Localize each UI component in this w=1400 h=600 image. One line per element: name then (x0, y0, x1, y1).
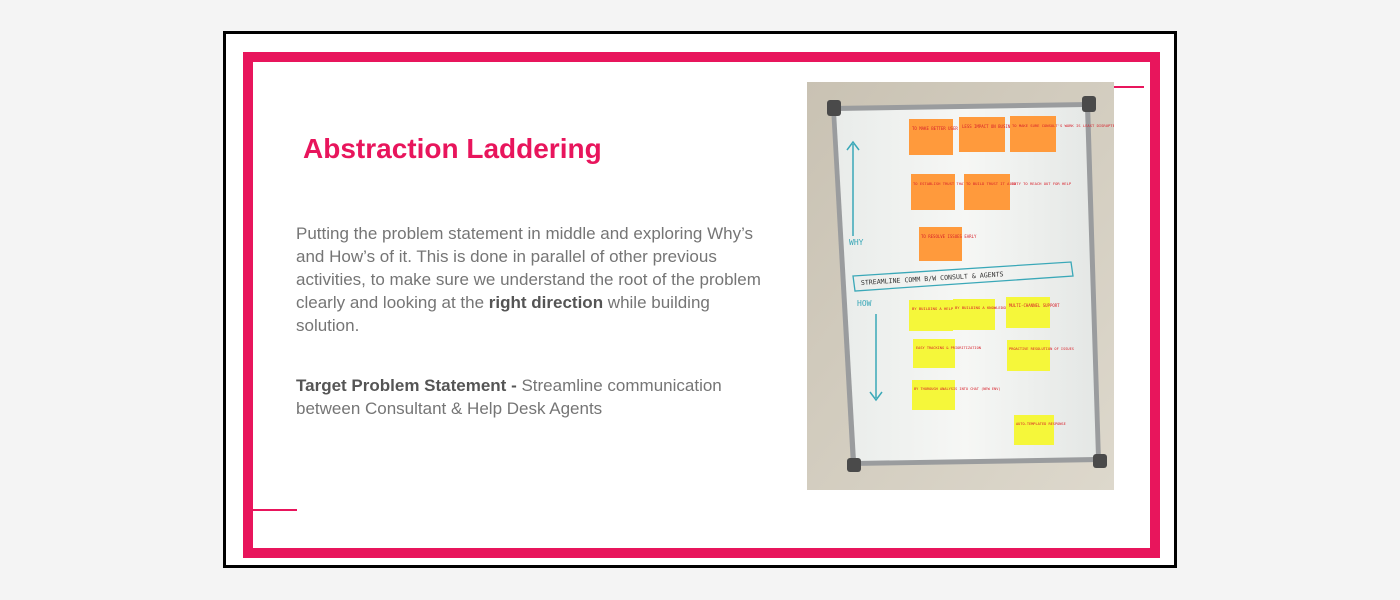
how-note-text: BY BUILDING A KNOWLEDGE BASE (955, 305, 1020, 310)
how-note (913, 339, 955, 368)
slide-description: Putting the problem statement in middle … (296, 222, 766, 337)
why-note (911, 174, 955, 210)
corner-cap (1093, 454, 1107, 468)
how-note (1006, 297, 1050, 328)
how-label: HOW (857, 299, 872, 308)
why-note (964, 174, 1010, 210)
how-note-text: AUTO-TEMPLATED RESPONSE (1016, 422, 1066, 426)
whiteboard-photo: WHY HOW STREAMLINE COMM B/W CONSULT & AG… (807, 82, 1114, 490)
corner-cap (1082, 96, 1096, 112)
how-note (953, 299, 995, 330)
how-note-text: EASY TRACKING & PRIORITIZATION (916, 346, 981, 350)
why-note-text: TO RESOLVE ISSUES EARLY (921, 234, 977, 239)
target-statement: Streamline communication between Consult… (296, 376, 722, 418)
why-note-text: TO BUILD TRUST IT A DUTY TO REACH OUT FO… (966, 181, 1072, 186)
why-label: WHY (849, 238, 864, 247)
target-problem-statement: Target Problem Statement - Streamline co… (296, 374, 766, 420)
center-box (852, 261, 1074, 292)
how-note (1007, 340, 1050, 371)
how-note-text: MULTI-CHANNEL SUPPORT (1009, 303, 1060, 308)
how-note (1014, 415, 1054, 445)
corner-cap (827, 100, 841, 116)
why-note-text: TO MAKE BETTER USER EXP (912, 126, 968, 131)
how-notes: BY BUILDING A HELP CONS (CHANNEL) BY BUI… (909, 297, 1074, 445)
why-note-text: TO MAKE SURE CONSULT'S WORK IS LEAST DIS… (1012, 123, 1114, 128)
how-note-text: BY THOROUGH ANALYSIS INTO CHAT (NEW ENV) (914, 387, 1001, 391)
why-note-text: LESS IMPACT ON BUSINESS (962, 124, 1018, 129)
how-note (909, 300, 953, 331)
why-arrow-icon (846, 140, 860, 236)
how-note-text: PROACTIVE RESOLUTION OF ISSUES (1009, 347, 1074, 351)
why-note (919, 227, 962, 261)
description-emphasis: right direction (488, 293, 604, 312)
description-text-end: while building solution. (296, 293, 710, 335)
accent-line-bottom-left (253, 509, 297, 511)
how-arrow-icon (869, 314, 883, 402)
how-note-text: BY BUILDING A HELP CONS (CHANNEL) (912, 306, 987, 311)
why-note (909, 119, 953, 155)
why-note (1010, 116, 1056, 152)
accent-line-top-right (1112, 86, 1144, 88)
how-note (912, 380, 955, 410)
why-note (959, 117, 1005, 152)
target-label: Target Problem Statement - (296, 376, 522, 395)
description-text: Putting the problem statement in middle … (296, 224, 761, 312)
corner-cap (847, 458, 861, 472)
slide-title: Abstraction Laddering (303, 133, 602, 164)
why-notes: TO MAKE BETTER USER EXP LESS IMPACT ON B… (909, 116, 1114, 261)
